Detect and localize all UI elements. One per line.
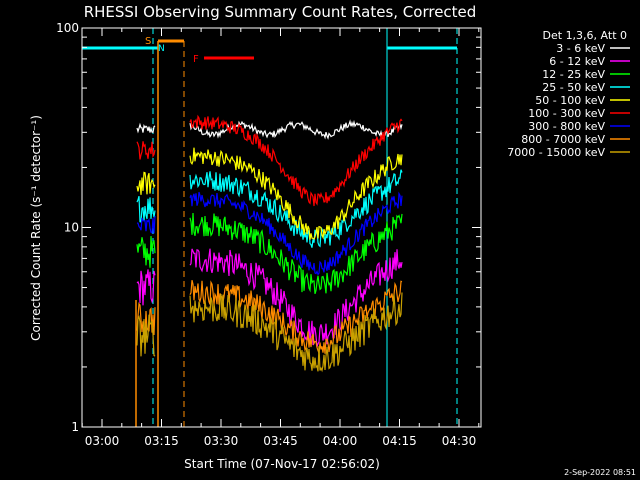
x-tick-label: 03:15 [144,434,179,448]
axes: 03:00 03:15 03:30 03:45 04:00 04:15 04:30 1 10 10… [56,21,481,448]
x-tick-label: 04:30 [442,434,477,448]
y-tick-label: 100 [56,21,79,35]
x-tick-label: 03:30 [204,434,239,448]
series-line-9 [136,314,156,357]
footer-date: 2-Sep-2022 08:51 [564,468,636,477]
series-line-7 [136,215,156,234]
flare-flag-label: F [193,54,199,65]
x-tick-label: 03:45 [263,434,298,448]
series-line-5 [189,147,403,240]
legend-label: 6 - 12 keV [549,55,605,68]
series-line-6 [136,141,156,160]
legend-label: 3 - 6 keV [556,42,605,55]
legend-label: 100 - 300 keV [528,107,605,120]
y-tick-label: 1 [71,420,79,434]
x-tick-label: 03:00 [85,434,120,448]
legend-label: 800 - 7000 keV [521,133,605,146]
chart-title: RHESSI Observing Summary Count Rates, Co… [84,3,477,21]
x-tick-label: 04:15 [382,434,417,448]
series-line-8 [136,302,156,336]
saa-flag-label: S [145,36,151,47]
series-line-3 [136,236,156,268]
series-line-3 [189,212,403,294]
series-line-5 [136,171,156,195]
x-tick-label: 04:00 [323,434,358,448]
series-line-2 [189,248,403,348]
series-line-6 [189,114,403,207]
series-line-9 [189,292,403,373]
series-line-1 [189,119,403,140]
legend-label: 300 - 800 keV [528,120,605,133]
legend-label: 12 - 25 keV [542,68,605,81]
legend-label: 25 - 50 keV [542,81,605,94]
y-axis-label: Corrected Count Rate (s⁻¹ detector⁻¹) [29,115,43,341]
series-line-1 [136,122,156,134]
legend-header: Det 1,3,6, Att 0 [543,29,627,42]
series-line-4 [189,169,403,248]
x-axis-label: Start Time (07-Nov-17 02:56:02) [184,457,380,471]
night-flag-label: N [158,44,165,54]
series-line-7 [189,191,403,276]
plot-area: SN F [81,28,458,427]
legend-label: 7000 - 15000 keV [507,146,605,159]
series-line-4 [136,195,156,223]
legend-label: 50 - 100 keV [535,94,605,107]
series-line-2 [136,269,156,306]
y-tick-label: 10 [64,221,79,235]
